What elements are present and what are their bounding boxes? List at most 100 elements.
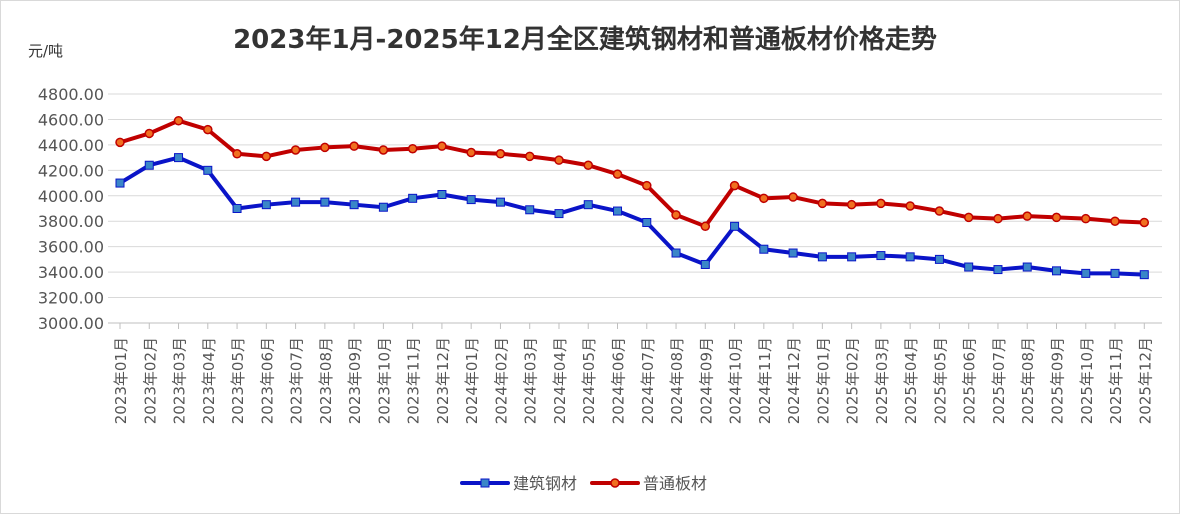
- x-tick-label: 2024年01月: [463, 337, 481, 424]
- data-point: [993, 265, 1003, 275]
- data-point: [963, 212, 974, 223]
- data-point: [144, 160, 154, 170]
- x-tick-label: 2025年03月: [873, 337, 891, 424]
- legend-item: 建筑钢材: [460, 474, 577, 493]
- x-tick-label: 2024年02月: [492, 337, 510, 424]
- chart-title: 2023年1月-2025年12月全区建筑钢材和普通板材价格走势: [233, 24, 937, 55]
- data-point: [876, 198, 886, 209]
- data-point: [1081, 213, 1091, 224]
- data-point: [730, 221, 740, 231]
- x-tick-label: 2023年04月: [200, 337, 218, 424]
- data-point: [466, 147, 476, 158]
- data-point: [905, 201, 915, 211]
- x-tick-label: 2024年08月: [668, 337, 686, 424]
- data-point: [642, 180, 652, 191]
- data-point: [934, 254, 944, 264]
- x-tick-label: 2025年10月: [1078, 337, 1096, 424]
- data-point: [378, 202, 388, 212]
- y-tick-label: 3800.00: [38, 212, 104, 231]
- data-point: [1022, 262, 1032, 272]
- data-point: [905, 252, 915, 262]
- data-point: [437, 190, 447, 200]
- data-point: [1110, 216, 1120, 226]
- data-point: [759, 244, 769, 254]
- x-tick-label: 2023年10月: [375, 337, 393, 424]
- y-tick-label: 4200.00: [38, 161, 104, 180]
- data-point: [203, 124, 213, 135]
- data-point: [817, 252, 827, 262]
- y-tick-label: 4400.00: [38, 136, 104, 155]
- series-steel: [115, 153, 1149, 280]
- data-point: [612, 169, 623, 179]
- y-tick-label: 4600.00: [38, 110, 104, 129]
- data-point: [876, 251, 886, 261]
- y-tick-label: 3400.00: [38, 263, 104, 282]
- y-axis-unit: 元/吨: [28, 42, 63, 60]
- data-point: [554, 155, 564, 165]
- data-point: [495, 197, 505, 207]
- series-line: [119, 118, 1145, 229]
- data-point: [261, 151, 272, 162]
- data-point: [261, 200, 271, 210]
- series-plate: [115, 115, 1150, 232]
- data-point: [1139, 217, 1150, 228]
- data-point: [729, 180, 740, 191]
- x-tick-label: 2025年01月: [814, 337, 832, 424]
- x-tick-label: 2023年01月: [112, 337, 130, 424]
- data-point: [408, 193, 418, 203]
- x-tick-label: 2023年03月: [171, 337, 189, 424]
- legend-item: 普通板材: [590, 474, 707, 493]
- legend-marker: [480, 478, 490, 488]
- x-tick-label: 2023年12月: [434, 337, 452, 424]
- data-point: [583, 200, 593, 210]
- data-point: [788, 248, 798, 258]
- data-point: [964, 262, 974, 272]
- x-tick-label: 2024年06月: [610, 337, 628, 424]
- data-point: [847, 252, 857, 262]
- x-tick-label: 2025年06月: [961, 337, 979, 424]
- data-point: [613, 206, 623, 216]
- x-tick-label: 2025年12月: [1136, 337, 1154, 424]
- x-tick-label: 2024年04月: [551, 337, 569, 424]
- data-point: [524, 151, 535, 162]
- y-tick-label: 3200.00: [38, 289, 104, 308]
- y-tick-label: 4000.00: [38, 187, 104, 206]
- data-point: [174, 153, 184, 163]
- x-tick-label: 2025年09月: [1048, 337, 1066, 424]
- x-tick-label: 2025年11月: [1107, 337, 1125, 424]
- x-tick-label: 2025年07月: [990, 337, 1008, 424]
- legend-label: 普通板材: [643, 474, 707, 493]
- data-point: [466, 195, 476, 205]
- data-point: [320, 197, 330, 207]
- x-tick-label: 2024年05月: [580, 337, 598, 424]
- data-point: [817, 198, 828, 209]
- data-point: [700, 259, 710, 269]
- data-point: [144, 128, 155, 139]
- data-point: [671, 210, 681, 220]
- data-point: [788, 192, 798, 202]
- data-point: [846, 199, 857, 210]
- y-tick-label: 3000.00: [38, 314, 104, 333]
- x-tick-label: 2023年06月: [258, 337, 276, 424]
- data-point: [993, 213, 1003, 224]
- data-point: [671, 248, 681, 258]
- data-point: [1051, 266, 1061, 276]
- x-tick-label: 2023年05月: [229, 337, 247, 424]
- data-point: [525, 205, 535, 215]
- legend-marker: [610, 478, 620, 488]
- data-point: [203, 165, 213, 175]
- x-tick-label: 2025年04月: [902, 337, 920, 424]
- x-tick-label: 2023年09月: [346, 337, 364, 424]
- x-tick-label: 2025年05月: [931, 337, 949, 424]
- data-point: [290, 145, 301, 155]
- data-point: [1022, 211, 1032, 221]
- data-point: [934, 206, 945, 216]
- data-point: [495, 149, 506, 159]
- data-point: [115, 137, 125, 148]
- x-tick-label: 2024年12月: [785, 337, 803, 424]
- series-line: [118, 155, 1145, 277]
- data-point: [1051, 212, 1062, 223]
- x-tick-label: 2024年11月: [756, 337, 774, 424]
- data-point: [173, 115, 184, 126]
